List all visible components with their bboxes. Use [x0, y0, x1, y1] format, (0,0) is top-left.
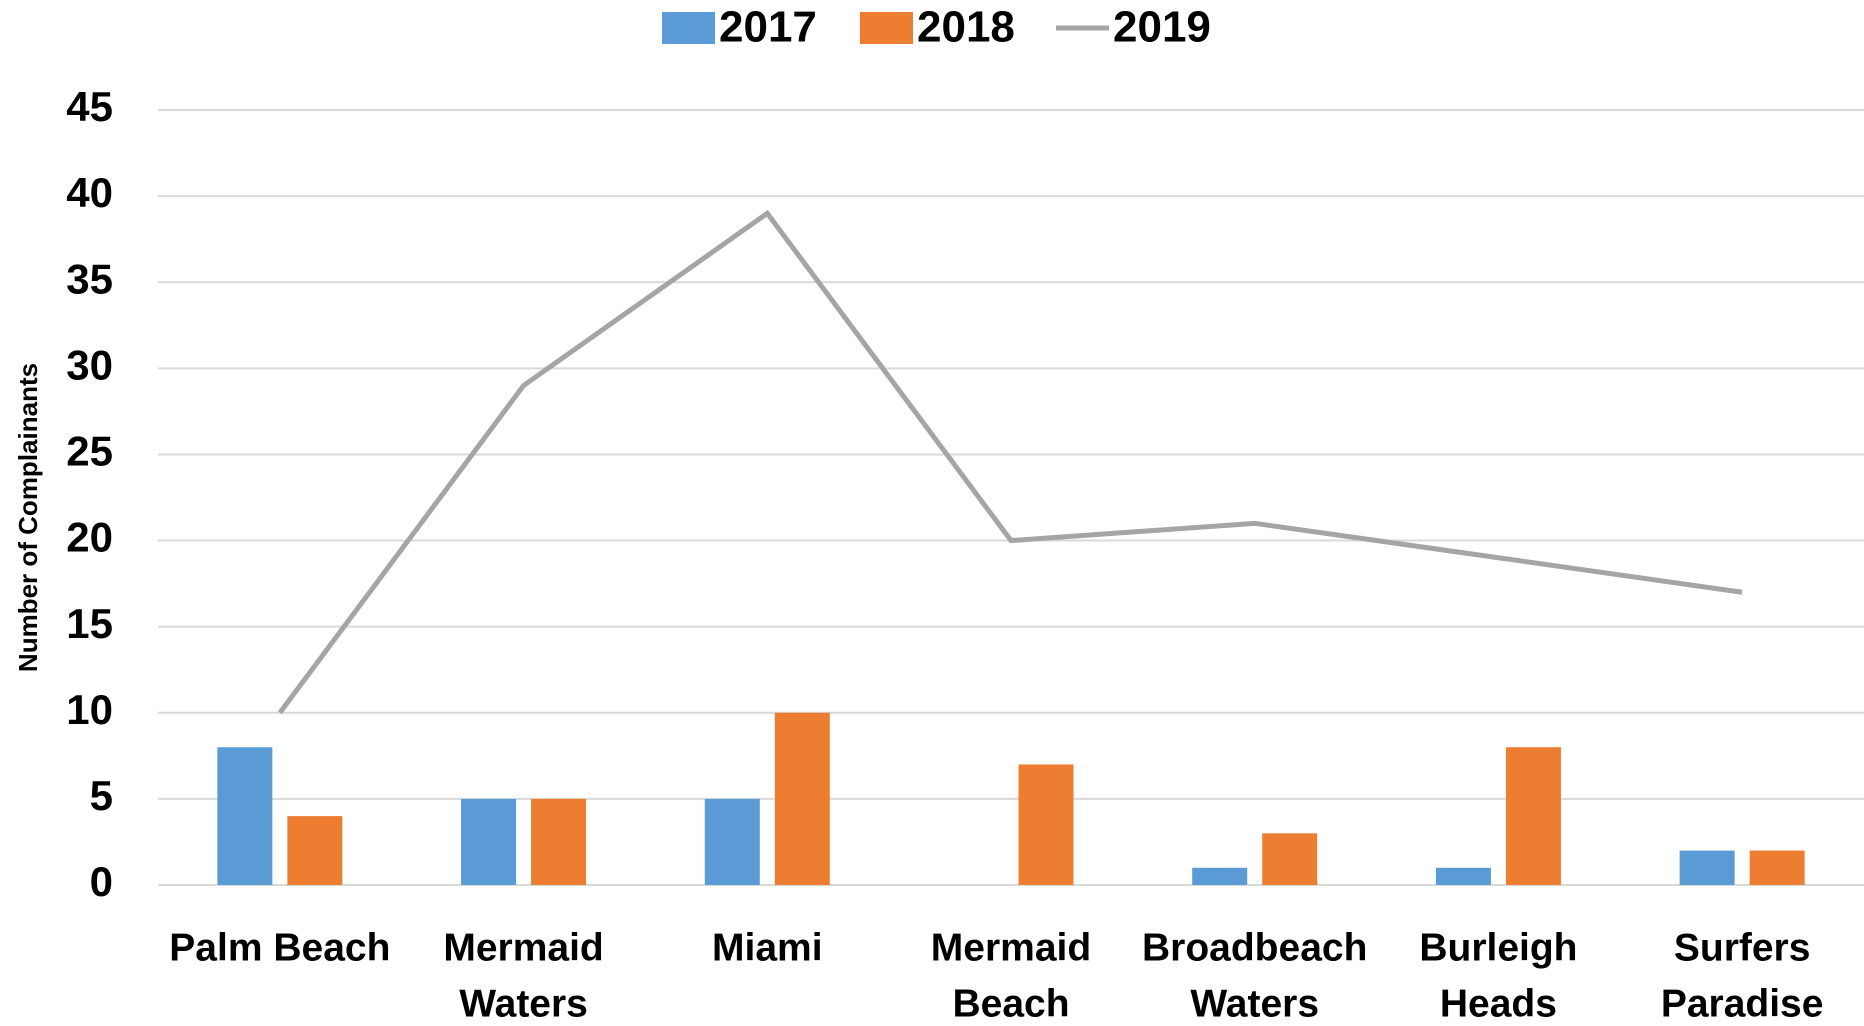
legend-swatch [860, 12, 913, 44]
y-tick-label: 30 [66, 341, 113, 388]
x-tick-label: Waters [1190, 982, 1319, 1025]
x-tick-label: Beach [952, 982, 1069, 1025]
y-tick-label: 25 [66, 428, 113, 475]
y-tick-label: 20 [66, 514, 113, 561]
line [277, 209, 1743, 715]
bar [1018, 764, 1074, 885]
bar [531, 798, 587, 885]
y-tick-label: 10 [66, 686, 113, 733]
y-tick-label: 5 [90, 772, 113, 819]
bar [1505, 747, 1561, 885]
y-tick-label: 45 [66, 83, 113, 130]
x-tick-label: Heads [1440, 982, 1557, 1025]
y-axis-label: Number of Complainants [13, 363, 43, 672]
legend-label: 2018 [917, 3, 1015, 52]
x-tick-label: Paradise [1661, 982, 1824, 1025]
legend-label: 2017 [719, 3, 817, 52]
bar [461, 798, 517, 885]
bar [1749, 850, 1805, 885]
bar [704, 798, 760, 885]
bar [774, 712, 830, 885]
y-tick-label: 15 [66, 600, 113, 647]
x-tick-label: Broadbeach [1142, 926, 1367, 969]
bar [287, 816, 343, 885]
x-tick-label: Mermaid [931, 926, 1091, 969]
bar [217, 747, 273, 885]
bar [1435, 867, 1491, 885]
legend-label: 2019 [1113, 3, 1211, 52]
x-tick-label: Burleigh [1419, 926, 1577, 969]
x-tick-label: Waters [459, 982, 588, 1025]
x-tick-label: Palm Beach [169, 926, 390, 969]
y-tick-label: 40 [66, 169, 113, 216]
bar [1262, 833, 1318, 885]
legend-swatch [662, 12, 715, 44]
y-tick-label: 35 [66, 255, 113, 302]
x-tick-label: Surfers [1674, 926, 1811, 969]
bar [1679, 850, 1735, 885]
bar [1192, 867, 1248, 885]
y-tick-label: 0 [90, 858, 113, 905]
x-tick-label: Mermaid [443, 926, 603, 969]
x-tick-label: Miami [712, 926, 823, 969]
